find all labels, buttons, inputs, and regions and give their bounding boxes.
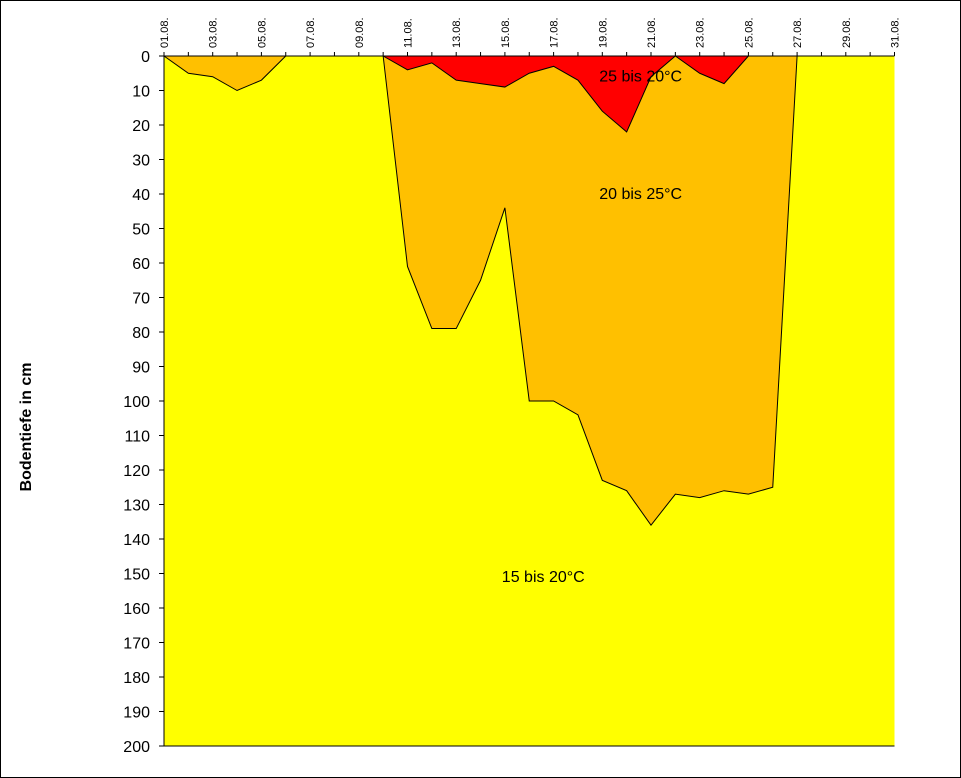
x-tick-label-1908: 19.08.: [597, 17, 609, 48]
boundary-25-plus-segment-2: [675, 55, 749, 85]
x-tick-label-1508: 15.08.: [500, 17, 512, 48]
x-tick-label-3108: 31.08.: [890, 17, 902, 48]
x-tick-label-1708: 17.08.: [549, 17, 561, 48]
y-axis: 0 10 20 30 40 50 60 70 80 90 100 110 120 130 140 150 160…: [123, 49, 165, 756]
y-tick-label-20: 20: [132, 118, 150, 135]
x-tick-label-0708: 07.08.: [305, 17, 317, 48]
x-tick-label-1308: 13.08.: [451, 17, 463, 48]
zone-label-1: 25 bis 20°C: [599, 69, 682, 86]
x-tick-label-2508: 25.08.: [743, 17, 755, 48]
zone-label-3: 15 bis 20°C: [502, 569, 585, 586]
x-axis: 01.08. 03.08. 05.08. 07.08. 09.08. 11.08. 13.0…: [159, 17, 902, 57]
y-tick-label-140: 140: [123, 532, 150, 549]
area-20-25-segment-1: [164, 56, 286, 91]
y-tick-label-160: 160: [123, 601, 150, 618]
y-axis-title: Bodentiefe in cm: [18, 363, 35, 492]
x-tick-label-0308: 03.08.: [208, 17, 220, 48]
y-tick-label-200: 200: [123, 739, 150, 756]
area-20-25-segment-2: [383, 56, 798, 526]
x-tick-label-0108: 01.08.: [159, 17, 171, 48]
y-tick-label-40: 40: [132, 187, 150, 204]
y-tick-label-0: 0: [141, 49, 150, 66]
x-tick-label-1108: 11.08.: [403, 18, 415, 48]
zone-label-2: 20 bis 25°C: [599, 186, 682, 203]
zone-labels: 25 bis 20°C 20 bis 25°C 15 bis 20°C: [502, 69, 682, 586]
x-tick-label-2108: 21.08.: [646, 17, 658, 48]
y-tick-label-10: 10: [132, 84, 150, 101]
y-tick-label-60: 60: [132, 256, 150, 273]
x-tick-label-2708: 27.08.: [792, 17, 804, 48]
x-tick-label-0908: 09.08.: [354, 17, 366, 48]
y-tick-label-120: 120: [123, 463, 150, 480]
y-tick-label-130: 130: [123, 498, 150, 515]
y-tick-label-70: 70: [132, 291, 150, 308]
x-tick-label-2308: 23.08.: [695, 17, 707, 48]
y-tick-label-170: 170: [123, 636, 150, 653]
y-tick-label-100: 100: [123, 394, 150, 411]
area-25-plus-segment-1: [383, 56, 676, 132]
y-tick-label-80: 80: [132, 325, 150, 342]
x-tick-label-0508: 05.08.: [256, 17, 268, 48]
area-25-plus-segment-2: [675, 56, 749, 84]
y-tick-label-150: 150: [123, 567, 150, 584]
boundary-20-25-segment-2: [382, 55, 798, 527]
y-tick-label-90: 90: [132, 360, 150, 377]
y-tick-label-190: 190: [123, 705, 150, 722]
x-tick-label-2908: 29.08.: [841, 17, 853, 48]
y-tick-label-50: 50: [132, 222, 150, 239]
y-tick-label-30: 30: [132, 153, 150, 170]
boundary-20-25-segment-1: [163, 55, 287, 92]
y-tick-label-180: 180: [123, 670, 150, 687]
y-tick-label-110: 110: [124, 429, 150, 446]
area-layer: [163, 55, 895, 747]
boundary-25-plus-segment-1: [382, 55, 676, 133]
